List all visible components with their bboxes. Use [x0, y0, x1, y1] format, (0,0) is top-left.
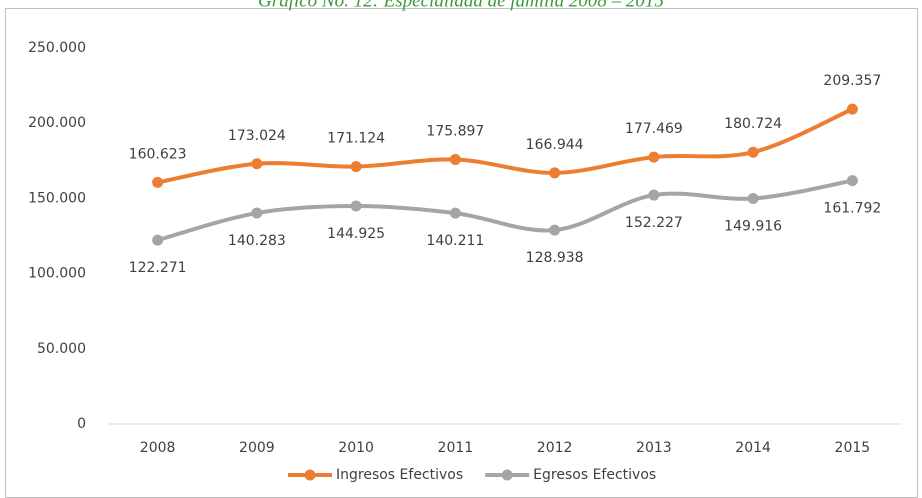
legend-marker — [304, 469, 316, 481]
legend-label: Ingresos Efectivos — [336, 467, 463, 483]
x-tick-label: 2012 — [537, 440, 573, 456]
data-label: 149.916 — [724, 219, 782, 235]
data-label: 140.283 — [228, 233, 286, 249]
point — [251, 207, 263, 219]
legend-label: Egresos Efectivos — [533, 467, 656, 483]
x-tick-label: 2015 — [835, 440, 871, 456]
data-label: 173.024 — [228, 128, 286, 144]
data-label: 180.724 — [724, 116, 782, 132]
data-label: 144.925 — [327, 226, 385, 242]
series-line — [157, 178, 853, 243]
x-tick-label: 2008 — [140, 440, 176, 456]
point — [549, 167, 561, 179]
y-tick-label: 200.000 — [28, 115, 86, 131]
x-tick-label: 2010 — [338, 440, 374, 456]
y-tick-label: 100.000 — [28, 266, 86, 282]
point — [152, 234, 164, 246]
point — [251, 158, 263, 170]
x-tick-label: 2013 — [636, 440, 672, 456]
point — [846, 103, 858, 115]
point — [350, 161, 362, 173]
data-label: 140.211 — [426, 233, 484, 249]
data-label: 128.938 — [526, 250, 584, 266]
x-tick-label: 2009 — [239, 440, 275, 456]
data-label: 171.124 — [327, 131, 385, 147]
y-tick-label: 50.000 — [37, 341, 86, 357]
data-label: 166.944 — [526, 137, 584, 153]
point — [152, 176, 164, 188]
data-label: 175.897 — [426, 123, 484, 139]
x-tick-label: 2014 — [735, 440, 771, 456]
chart-frame — [5, 8, 918, 498]
point — [350, 200, 362, 212]
point — [846, 175, 858, 187]
point — [747, 193, 759, 205]
chart-title: Gráfico No. 12: Especialidad de familia … — [258, 0, 664, 11]
y-tick-label: 150.000 — [28, 190, 86, 206]
series-line — [157, 107, 854, 185]
y-tick-label: 250.000 — [28, 40, 86, 56]
data-label: 122.271 — [129, 260, 187, 276]
point — [449, 207, 461, 219]
point — [549, 224, 561, 236]
data-label: 209.357 — [823, 73, 881, 89]
y-tick-label: 0 — [77, 416, 86, 432]
data-label: 152.227 — [625, 215, 683, 231]
data-label: 161.792 — [823, 201, 881, 217]
point — [747, 146, 759, 158]
data-label: 177.469 — [625, 121, 683, 137]
x-tick-label: 2011 — [438, 440, 474, 456]
point — [648, 151, 660, 163]
point — [449, 153, 461, 165]
point — [648, 189, 660, 201]
data-label: 160.623 — [129, 146, 187, 162]
legend-marker — [501, 469, 513, 481]
